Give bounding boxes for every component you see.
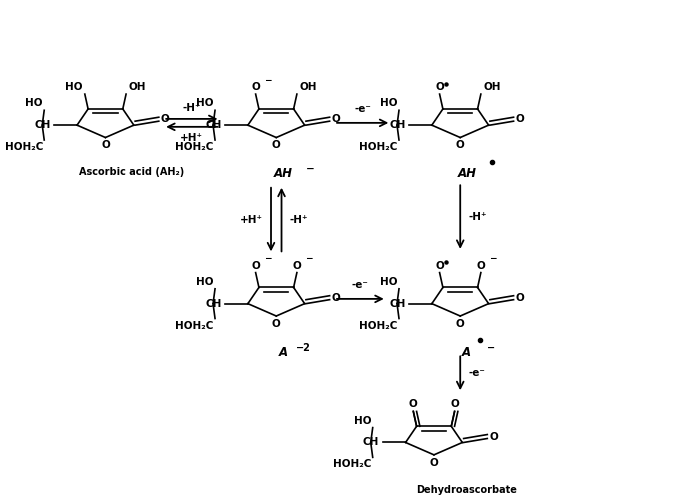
Text: HOH₂C: HOH₂C: [360, 142, 398, 152]
Text: O: O: [516, 293, 524, 303]
Text: HO: HO: [25, 98, 43, 108]
Text: O: O: [272, 141, 281, 151]
Text: O: O: [251, 82, 260, 92]
Text: Dehydroascorbate: Dehydroascorbate: [416, 485, 517, 495]
Text: O: O: [272, 319, 281, 329]
Text: O: O: [456, 141, 464, 151]
Text: O: O: [516, 114, 524, 124]
Text: −: −: [488, 254, 496, 263]
Text: HOH₂C: HOH₂C: [5, 142, 43, 152]
Text: O: O: [477, 260, 485, 270]
Text: AH: AH: [458, 168, 476, 181]
Text: O: O: [101, 141, 110, 151]
Text: CH: CH: [206, 298, 222, 309]
Text: CH: CH: [389, 120, 406, 130]
Text: -H⁺: -H⁺: [289, 215, 308, 225]
Text: +H⁺: +H⁺: [180, 133, 203, 143]
Text: HO: HO: [380, 98, 398, 108]
Text: -H⁺: -H⁺: [183, 103, 201, 113]
Text: −: −: [305, 254, 312, 263]
Text: −2: −2: [296, 342, 311, 352]
Text: A: A: [462, 346, 471, 359]
Text: +H⁺: +H⁺: [240, 215, 263, 225]
Text: HOH₂C: HOH₂C: [360, 320, 398, 330]
Text: −: −: [264, 254, 271, 263]
Text: HOH₂C: HOH₂C: [175, 142, 214, 152]
Text: CH: CH: [363, 438, 379, 448]
Text: A: A: [278, 346, 288, 359]
Text: O: O: [489, 432, 498, 442]
Text: OH: OH: [484, 82, 501, 92]
Text: HO: HO: [354, 416, 371, 426]
Text: OH: OH: [299, 82, 317, 92]
Text: CH: CH: [34, 120, 51, 130]
Text: −: −: [306, 164, 314, 174]
Text: HOH₂C: HOH₂C: [333, 460, 371, 470]
Text: CH: CH: [206, 120, 222, 130]
Text: -e⁻: -e⁻: [352, 280, 369, 290]
Text: HOH₂C: HOH₂C: [175, 320, 214, 330]
Text: HO: HO: [64, 82, 82, 92]
Text: O: O: [435, 260, 444, 270]
Text: −: −: [264, 76, 271, 85]
Text: O: O: [450, 399, 459, 410]
Text: Ascorbic acid (AH₂): Ascorbic acid (AH₂): [79, 168, 184, 178]
Text: O: O: [435, 82, 444, 92]
Text: O: O: [161, 114, 169, 124]
Text: O: O: [251, 260, 260, 270]
Text: -e⁻: -e⁻: [354, 104, 371, 114]
Text: HO: HO: [196, 98, 214, 108]
Text: CH: CH: [389, 298, 406, 309]
Text: OH: OH: [129, 82, 146, 92]
Text: -e⁻: -e⁻: [468, 368, 485, 378]
Text: O: O: [332, 293, 340, 303]
Text: AH: AH: [273, 168, 292, 181]
Text: −: −: [486, 342, 495, 352]
Text: O: O: [292, 260, 301, 270]
Text: HO: HO: [380, 277, 398, 287]
Text: O: O: [409, 399, 418, 410]
Text: O: O: [332, 114, 340, 124]
Text: O: O: [429, 458, 438, 468]
Text: O: O: [456, 319, 464, 329]
Text: -H⁺: -H⁺: [468, 212, 486, 222]
Text: HO: HO: [196, 277, 214, 287]
